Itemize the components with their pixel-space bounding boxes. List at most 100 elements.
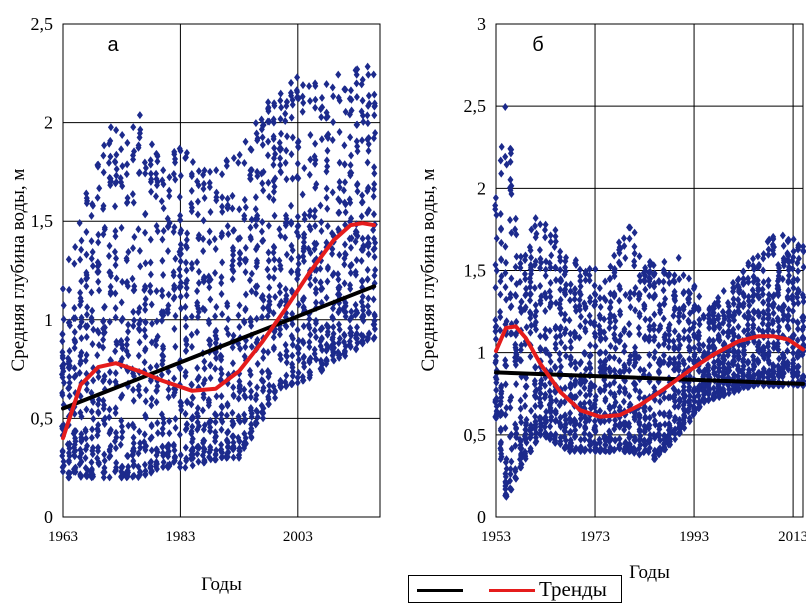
data-point [276, 330, 283, 339]
data-point [130, 286, 137, 295]
data-point [547, 392, 554, 401]
data-point [582, 391, 589, 400]
data-point [562, 343, 569, 352]
data-point [254, 211, 261, 220]
data-point [195, 278, 202, 287]
data-point [770, 250, 777, 259]
data-point [563, 253, 570, 262]
data-point [107, 271, 114, 280]
data-point [675, 317, 682, 326]
data-point [581, 423, 588, 432]
data-point [537, 263, 544, 272]
data-point [194, 258, 201, 267]
data-point [794, 293, 801, 302]
data-point [358, 198, 365, 207]
data-point [270, 344, 277, 353]
data-point [78, 430, 85, 439]
data-point [785, 235, 792, 244]
data-point [289, 371, 296, 380]
data-point [651, 455, 658, 464]
data-point [158, 286, 165, 295]
data-point [295, 253, 302, 262]
data-point [651, 290, 658, 299]
data-point [252, 418, 259, 427]
data-point [177, 292, 184, 301]
data-point [622, 290, 629, 299]
data-point [527, 314, 534, 323]
data-point [260, 353, 267, 362]
data-point [352, 300, 359, 309]
data-point [124, 451, 131, 460]
data-point [248, 433, 255, 442]
data-point [341, 260, 348, 269]
data-point [790, 283, 797, 292]
data-point [125, 327, 132, 336]
data-point [323, 293, 330, 302]
data-point [642, 414, 649, 423]
data-point [160, 344, 167, 353]
data-point [557, 247, 564, 256]
data-point [650, 270, 657, 279]
data-point [282, 218, 289, 227]
data-point [159, 291, 166, 300]
data-point [358, 256, 365, 265]
data-point [626, 392, 633, 401]
data-point [294, 93, 301, 102]
data-point [271, 255, 278, 264]
data-point [288, 113, 295, 122]
data-point [307, 330, 314, 339]
data-point [532, 387, 539, 396]
data-point [224, 443, 231, 452]
data-point [493, 322, 500, 331]
data-point [277, 354, 284, 363]
data-point [141, 460, 148, 469]
data-point [625, 419, 632, 428]
data-point [800, 263, 806, 272]
data-point [352, 267, 359, 276]
data-point [528, 321, 535, 330]
data-point [765, 276, 772, 285]
data-point [563, 280, 570, 289]
data-point [229, 432, 236, 441]
data-point [253, 391, 260, 400]
data-point [147, 156, 154, 165]
data-point [206, 183, 213, 192]
data-point [577, 290, 584, 299]
data-point [207, 208, 214, 217]
data-point [101, 223, 108, 232]
data-point [270, 273, 277, 282]
data-point [219, 310, 226, 319]
data-point [607, 342, 614, 351]
data-point [706, 342, 713, 351]
data-point [295, 259, 302, 268]
data-point [194, 298, 201, 307]
data-point [288, 150, 295, 159]
data-point [666, 330, 673, 339]
data-point [219, 417, 226, 426]
data-point [177, 211, 184, 220]
data-point [323, 184, 330, 193]
data-point [107, 290, 114, 299]
data-point [671, 305, 678, 314]
data-point [72, 242, 79, 251]
data-point [106, 368, 113, 377]
data-point [681, 393, 688, 402]
data-point [537, 332, 544, 341]
data-point [200, 393, 207, 402]
data-point [317, 105, 324, 114]
data-point [324, 330, 331, 339]
data-point [533, 307, 540, 316]
data-point [101, 456, 108, 465]
data-point [794, 336, 801, 345]
data-point [700, 341, 707, 350]
data-point [123, 170, 130, 179]
data-point [621, 342, 628, 351]
data-point [695, 366, 702, 375]
data-point [154, 418, 161, 427]
data-point [546, 326, 553, 335]
data-point [177, 171, 184, 180]
data-point [627, 288, 634, 297]
data-point [552, 263, 559, 272]
data-point [492, 316, 499, 325]
data-point [124, 138, 131, 147]
